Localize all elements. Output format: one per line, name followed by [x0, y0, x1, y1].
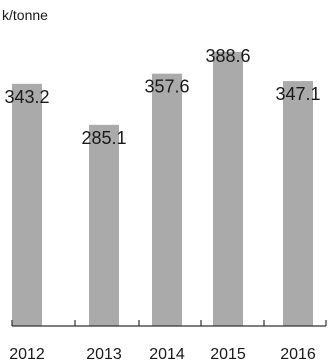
bar-2015: [213, 51, 243, 327]
bar-2012: [12, 83, 42, 327]
value-label-2013: 285.1: [81, 128, 126, 148]
value-label-2012: 343.2: [4, 87, 49, 107]
value-labels-group: 343.2 285.1 357.6 388.6 347.1: [4, 46, 320, 148]
x-tick-label-2014: 2014: [149, 346, 185, 363]
x-axis: 2012 2013 2014 2015 2016: [9, 320, 327, 363]
bars-group: [12, 51, 313, 327]
value-label-2016: 347.1: [275, 84, 320, 104]
x-tick-label-2012: 2012: [9, 346, 45, 363]
x-tick-label-2016: 2016: [280, 346, 316, 363]
bar-2014: [152, 73, 182, 327]
bar-2016: [283, 81, 313, 326]
x-tick-label-2015: 2015: [210, 346, 246, 363]
value-label-2014: 357.6: [144, 77, 189, 97]
bar-2013: [89, 124, 119, 327]
value-label-2015: 388.6: [205, 46, 250, 66]
y-unit-label: k/tonne: [2, 7, 48, 23]
x-tick-label-2013: 2013: [86, 346, 122, 363]
